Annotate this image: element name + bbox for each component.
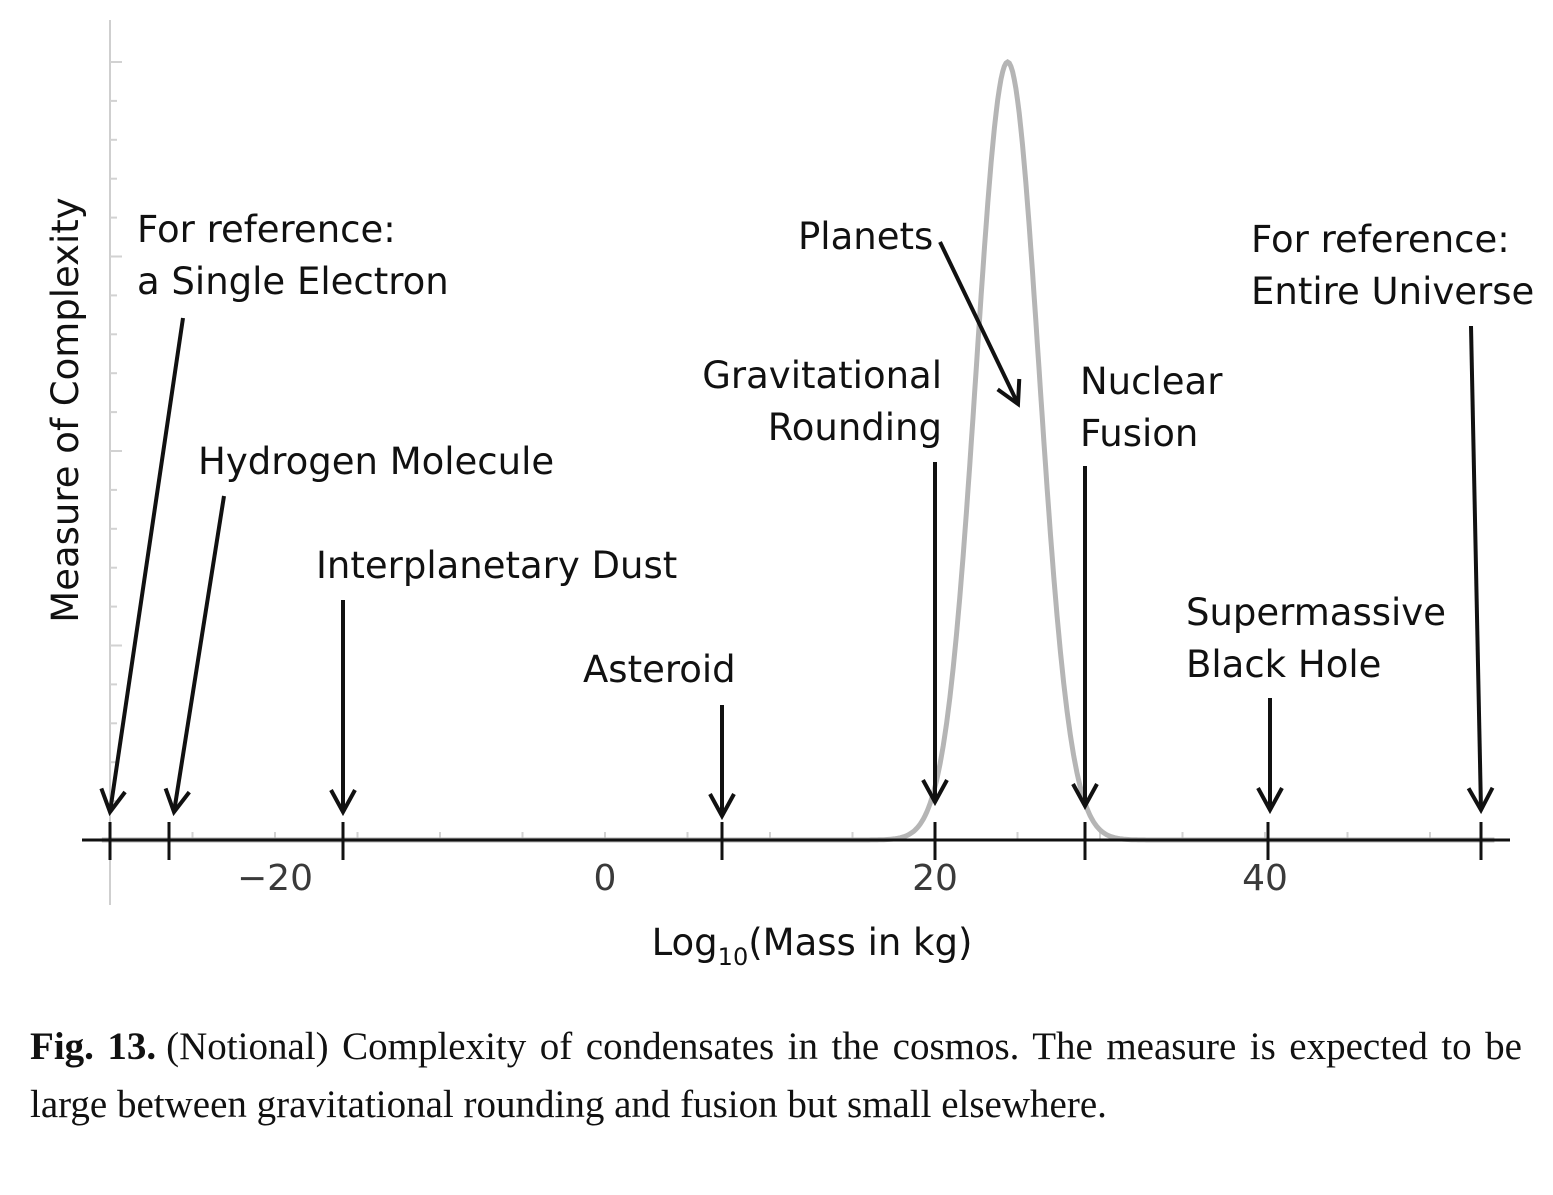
annotation-electron: For reference: a Single Electron (99, 208, 449, 860)
arrow-head (708, 793, 736, 821)
arrow-head (1071, 783, 1099, 811)
annotation-label: For reference: (1251, 218, 1510, 261)
annotation-blackhole: Supermassive Black Hole (1186, 591, 1446, 860)
annotation-universe: For reference: Entire Universe (1251, 218, 1534, 860)
annotation-label: Entire Universe (1251, 270, 1534, 313)
x-tick-label: 0 (594, 858, 617, 899)
arrow-shaft (1469, 325, 1483, 811)
annotation-label: For reference: (137, 208, 396, 251)
y-axis-ticks (110, 61, 122, 841)
annotation-rounding: Gravitational Rounding (702, 354, 949, 860)
y-axis-title: Measure of Complexity (44, 197, 87, 622)
annotation-label: Interplanetary Dust (316, 544, 677, 587)
caption-label: Fig. 13. (30, 1025, 157, 1068)
annotation-label: Supermassive (1186, 591, 1446, 634)
arrow-shaft (108, 317, 185, 813)
x-tick-label: 40 (1242, 858, 1288, 899)
annotation-label: a Single Electron (137, 260, 449, 303)
annotation-label: Fusion (1080, 412, 1198, 455)
annotation-fusion: Nuclear Fusion (1071, 360, 1223, 860)
arrow-head (1466, 786, 1495, 815)
annotation-label: Gravitational (702, 354, 942, 397)
x-tick-label: −20 (237, 858, 313, 899)
arrow-shaft (938, 241, 1020, 405)
annotation-planets: Planets (798, 215, 1022, 408)
x-tick-label: 20 (912, 858, 958, 899)
x-axis-title: Log10(Mass in kg) (652, 921, 973, 971)
arrow-head (921, 779, 949, 807)
x-axis-tick-labels: −20 0 20 40 (237, 858, 1288, 899)
arrow-head (329, 789, 357, 817)
arrow-shaft (172, 495, 226, 813)
figure-caption: Fig. 13. (Notional) Complexity of condens… (30, 1018, 1522, 1134)
annotations: For reference: a Single Electron Hydrogen … (99, 208, 1534, 860)
annotation-label: Asteroid (583, 648, 736, 691)
arrow-head (996, 378, 1022, 408)
caption-text: (Notional) Complexity of condensates in … (30, 1025, 1522, 1126)
annotation-label: Hydrogen Molecule (198, 440, 554, 483)
annotation-hydrogen: Hydrogen Molecule (163, 440, 554, 860)
annotation-label: Black Hole (1186, 643, 1381, 686)
arrow-head (99, 787, 127, 817)
annotation-dust: Interplanetary Dust (316, 544, 677, 860)
annotation-asteroid: Asteroid (583, 648, 736, 860)
annotation-label: Rounding (768, 406, 942, 449)
annotation-label: Nuclear (1080, 360, 1223, 403)
annotation-label: Planets (798, 215, 933, 258)
arrow-head (163, 787, 191, 817)
arrow-head (1256, 787, 1284, 815)
